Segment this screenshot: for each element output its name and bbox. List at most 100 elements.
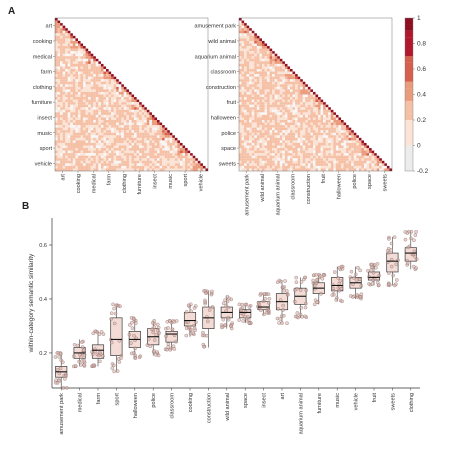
heatmap-cell xyxy=(343,130,347,133)
heatmap-cell xyxy=(290,89,293,92)
heatmap-cell xyxy=(328,163,331,166)
heatmap-cell xyxy=(144,142,147,146)
heatmap-cell xyxy=(241,142,245,146)
heatmap-cell xyxy=(259,145,262,149)
heatmap-cell xyxy=(88,94,91,98)
heatmap-cell xyxy=(108,163,112,166)
heatmap-cell xyxy=(239,63,242,67)
heatmap-cell xyxy=(103,120,107,123)
heatmap-cell xyxy=(325,132,329,136)
heatmap-cell xyxy=(98,125,101,128)
heatmap-cell xyxy=(335,132,339,136)
heatmap-cell xyxy=(80,104,84,108)
heatmap-cell xyxy=(85,66,89,70)
heatmap-cell xyxy=(167,135,170,138)
data-point xyxy=(340,299,344,304)
heatmap-cell xyxy=(131,150,135,154)
heatmap-cell xyxy=(333,125,336,128)
heatmap-cell xyxy=(244,66,247,70)
heatmap-cell xyxy=(85,155,89,159)
heatmap-cell xyxy=(307,142,311,146)
heatmap-cell xyxy=(292,163,296,166)
heatmap-cell xyxy=(239,61,242,64)
heatmap-cell xyxy=(284,107,288,110)
heatmap-cell xyxy=(251,81,255,85)
heatmap-cell xyxy=(292,130,296,133)
heatmap-cell xyxy=(274,165,278,169)
heatmap-cell xyxy=(335,127,339,131)
heatmap-cell xyxy=(172,160,175,164)
heatmap-cell xyxy=(361,145,364,149)
heatmap-cell xyxy=(149,127,152,131)
heatmap-cell xyxy=(100,63,104,67)
heatmap-cell xyxy=(62,46,66,49)
heatmap-cell xyxy=(77,99,81,103)
data-point xyxy=(387,271,391,275)
data-point xyxy=(294,280,299,285)
heatmap-cell xyxy=(256,114,260,118)
heatmap-cell xyxy=(264,140,268,143)
heatmap-cell xyxy=(139,137,142,141)
heatmap-cell xyxy=(320,99,324,103)
heatmap-cell xyxy=(149,132,152,136)
heatmap-cell xyxy=(98,61,101,64)
heatmap-cell xyxy=(307,107,311,110)
heatmap-cell xyxy=(356,163,359,166)
heatmap-cell xyxy=(249,51,252,54)
heatmap-cell xyxy=(88,155,91,159)
heatmap-cell xyxy=(159,140,163,143)
heatmap-cell xyxy=(272,140,275,143)
colorbar-tick-label: 0.4 xyxy=(417,92,426,99)
heatmap-cell xyxy=(267,109,270,113)
heatmap-cell xyxy=(172,145,175,149)
heatmap-cell xyxy=(297,148,301,151)
heatmap-cell xyxy=(149,148,152,151)
heatmap-cell xyxy=(72,74,76,77)
heatmap-cell xyxy=(57,25,61,29)
data-point xyxy=(349,269,354,274)
heatmap-cell xyxy=(246,148,250,151)
heatmap-cell xyxy=(157,158,160,161)
heatmap-cell xyxy=(95,114,99,118)
heatmap-cell xyxy=(167,145,170,149)
heatmap-cell xyxy=(241,40,245,44)
heatmap-cell xyxy=(77,137,81,141)
heatmap-cell xyxy=(239,30,242,34)
heatmap-cell xyxy=(261,48,265,52)
heatmap-cell xyxy=(254,81,257,85)
heatmap-cell xyxy=(77,140,81,143)
heatmap-cell xyxy=(77,148,81,151)
heatmap-cell xyxy=(244,130,247,133)
heatmap-cell xyxy=(312,125,316,128)
heatmap-cell xyxy=(72,120,76,123)
heatmap-cell xyxy=(241,28,245,31)
heatmap-cell xyxy=(111,142,114,146)
heatmap-cell xyxy=(292,71,296,75)
heatmap-cell xyxy=(261,122,265,126)
data-point xyxy=(387,237,391,241)
heatmap-cell xyxy=(62,71,66,75)
heatmap-cell xyxy=(70,135,73,138)
colorbar-tick-label: 1 xyxy=(417,15,421,22)
heatmap-cell xyxy=(246,117,250,121)
heatmap-cell xyxy=(116,168,119,172)
heatmap-cell xyxy=(264,102,268,105)
heatmap-cell xyxy=(60,25,63,29)
heatmap-cell xyxy=(172,150,175,154)
heatmap-cell xyxy=(75,135,78,138)
heatmap-cell xyxy=(371,153,375,156)
heatmap-cell xyxy=(381,168,385,172)
heatmap-cell xyxy=(307,130,311,133)
heatmap-cell xyxy=(72,97,76,100)
heatmap-cell xyxy=(353,145,357,149)
heatmap-cell xyxy=(57,30,61,34)
heatmap-cell xyxy=(328,137,331,141)
data-point xyxy=(354,278,359,282)
heatmap-cell xyxy=(264,86,268,90)
heatmap-cell xyxy=(154,140,158,143)
heatmap-cell xyxy=(67,69,71,72)
heatmap-cell xyxy=(323,158,326,161)
heatmap-cell xyxy=(103,145,107,149)
heatmap-cell xyxy=(62,130,66,133)
heatmap-cell xyxy=(256,48,260,52)
